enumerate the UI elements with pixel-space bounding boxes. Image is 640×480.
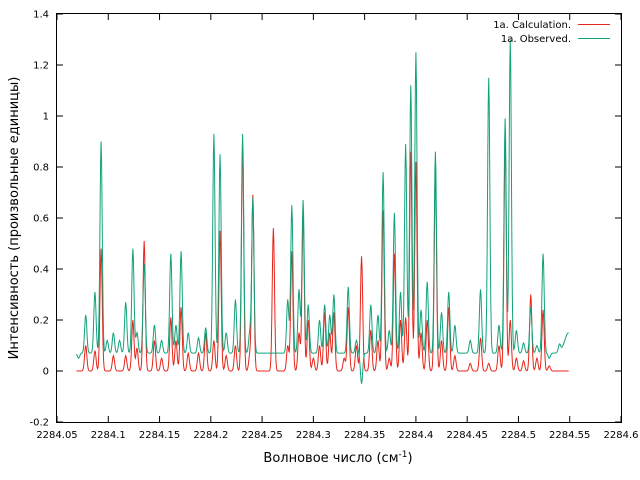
- y-tick-label: 0.6: [33, 214, 49, 225]
- x-tick-label: 2284.45: [447, 430, 488, 441]
- x-tick-label: 2284.35: [344, 430, 385, 441]
- x-tick-label: 2284.05: [36, 430, 77, 441]
- series-line-calculation: [76, 141, 569, 372]
- y-tick-label: 1.2: [33, 61, 49, 72]
- x-axis-title-superscript: -1: [399, 450, 408, 460]
- y-tick-label: 0.2: [33, 316, 49, 327]
- legend-label-calculation: 1a. Calculation.: [493, 20, 571, 31]
- x-tick-label: 2284.55: [549, 430, 590, 441]
- x-tick-label: 2284.4: [398, 430, 433, 441]
- y-tick-label: 0.8: [33, 163, 49, 174]
- x-tick-label: 2284.25: [241, 430, 282, 441]
- tick-layer: 2284.05 2284.1 2284.15 2284.2 2284.25 2284.3 2…: [29, 10, 638, 442]
- x-tick-label: 2284.15: [139, 430, 180, 441]
- series-layer: [76, 39, 569, 384]
- x-axis-title: Волновое число (см-1): [263, 450, 412, 466]
- legend-label-observed: 1a. Observed.: [501, 34, 571, 45]
- y-tick-label: 0: [43, 367, 49, 378]
- y-tick-label: 1: [43, 112, 49, 123]
- series-line-observed: [76, 39, 569, 384]
- legend: 1a. Calculation. 1a. Observed.: [493, 20, 610, 45]
- y-tick-label: 0.4: [33, 265, 49, 276]
- y-tick-label: -0.2: [29, 418, 49, 429]
- x-tick-label: 2284.5: [501, 430, 536, 441]
- plot-frame: [56, 13, 622, 423]
- x-tick-label: 2284.6: [604, 430, 639, 441]
- y-axis-title: Интенсивность (произвольные единицы): [7, 77, 22, 360]
- x-axis-title-end: ): [407, 451, 412, 466]
- y-tick-label: 1.4: [33, 10, 49, 21]
- x-tick-label: 2284.2: [193, 430, 228, 441]
- x-tick-label: 2284.1: [91, 430, 126, 441]
- x-axis-title-main: Волновое число (см: [263, 451, 398, 466]
- x-tick-label: 2284.3: [296, 430, 331, 441]
